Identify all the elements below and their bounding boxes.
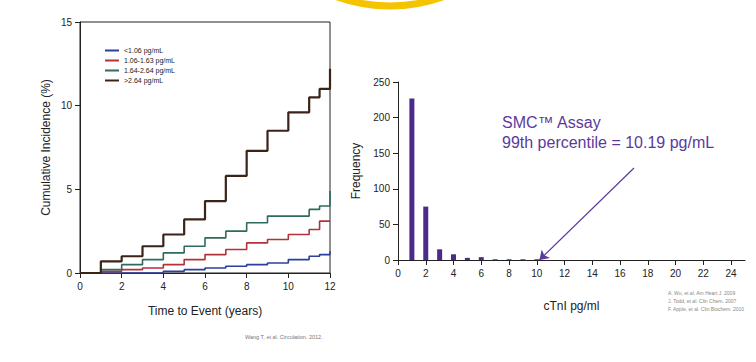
svg-text:1.64-2.64 pg/mL: 1.64-2.64 pg/mL <box>124 67 175 75</box>
svg-text:1.06-1.63 pg/mL: 1.06-1.63 pg/mL <box>124 57 175 65</box>
svg-text:12: 12 <box>324 281 336 292</box>
svg-text:20: 20 <box>670 268 682 279</box>
svg-text:22: 22 <box>698 268 710 279</box>
svg-text:100: 100 <box>373 183 390 194</box>
svg-text:SMC™ Assay: SMC™ Assay <box>502 114 601 131</box>
svg-text:10: 10 <box>283 281 295 292</box>
svg-text:24: 24 <box>726 268 738 279</box>
svg-text:200: 200 <box>373 112 390 123</box>
svg-text:Frequency: Frequency <box>349 143 363 200</box>
svg-text:2: 2 <box>423 268 429 279</box>
svg-text:8: 8 <box>244 281 250 292</box>
svg-text:4: 4 <box>451 268 457 279</box>
svg-text:cTnI pg/ml: cTnI pg/ml <box>543 299 599 313</box>
svg-text:18: 18 <box>642 268 654 279</box>
svg-text:2: 2 <box>119 281 125 292</box>
svg-text:50: 50 <box>379 219 391 230</box>
svg-text:10: 10 <box>531 268 543 279</box>
svg-text:A. Wu, et al. Am Heart J. 2009: A. Wu, et al. Am Heart J. 2009 <box>668 290 735 296</box>
svg-text:15: 15 <box>61 17 73 28</box>
svg-text:10: 10 <box>61 100 73 111</box>
svg-text:Time to Event (years): Time to Event (years) <box>148 304 262 318</box>
svg-text:0: 0 <box>66 268 72 279</box>
svg-text:6: 6 <box>202 281 208 292</box>
svg-text:>2.64 pg/mL: >2.64 pg/mL <box>124 77 163 85</box>
svg-text:0: 0 <box>395 268 401 279</box>
svg-text:16: 16 <box>615 268 627 279</box>
svg-text:12: 12 <box>559 268 571 279</box>
svg-text:150: 150 <box>373 148 390 159</box>
svg-text:8: 8 <box>506 268 512 279</box>
svg-text:J. Todd, et al. Clin Chem. 200: J. Todd, et al. Clin Chem. 2007 <box>668 298 736 304</box>
svg-text:F. Apple, et al. Clin Biochem.: F. Apple, et al. Clin Biochem. 2010 <box>668 306 744 312</box>
svg-text:0: 0 <box>384 255 390 266</box>
svg-text:4: 4 <box>161 281 167 292</box>
svg-text:Wang T, et al. Circulation. 20: Wang T, et al. Circulation. 2012. <box>245 334 323 340</box>
svg-text:6: 6 <box>478 268 484 279</box>
svg-text:14: 14 <box>587 268 599 279</box>
svg-text:Cumulative Incidence (%): Cumulative Incidence (%) <box>39 79 53 216</box>
svg-text:<1.06 pg/mL: <1.06 pg/mL <box>124 47 163 55</box>
svg-text:250: 250 <box>373 77 390 88</box>
svg-text:0: 0 <box>77 281 83 292</box>
svg-text:99th percentile = 10.19 pg/mL: 99th percentile = 10.19 pg/mL <box>502 134 714 151</box>
svg-text:5: 5 <box>66 184 72 195</box>
